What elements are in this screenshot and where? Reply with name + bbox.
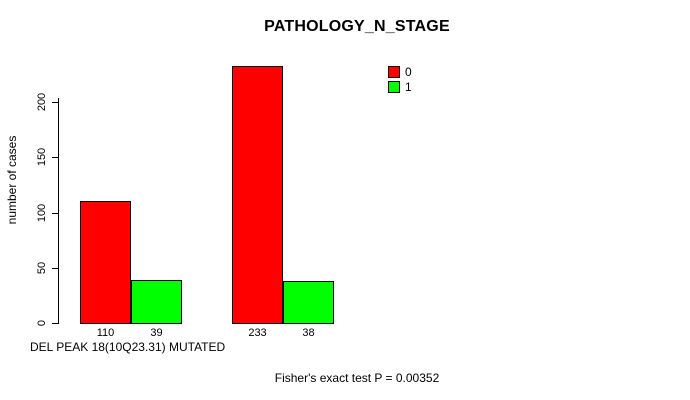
y-axis-tick-label: 100 bbox=[36, 203, 48, 223]
bar-value-label: 110 bbox=[96, 327, 115, 339]
legend-item: 1 bbox=[388, 81, 412, 93]
bar-series-0 bbox=[232, 66, 283, 324]
y-axis-tick-label: 200 bbox=[36, 92, 48, 112]
y-axis-tick bbox=[52, 323, 59, 324]
bar-series-1 bbox=[131, 280, 182, 324]
y-axis-label: number of cases bbox=[5, 135, 19, 225]
y-axis-tick bbox=[52, 102, 59, 103]
y-axis-tick bbox=[52, 213, 59, 214]
bar-series-0 bbox=[80, 201, 131, 324]
legend-label: 0 bbox=[405, 65, 412, 79]
legend: 0 1 bbox=[388, 66, 412, 96]
legend-swatch-red bbox=[388, 66, 400, 78]
chart-title: PATHOLOGY_N_STAGE bbox=[264, 18, 450, 35]
y-axis-tick-label: 50 bbox=[36, 261, 48, 275]
x-axis-label: DEL PEAK 18(10Q23.31) MUTATED bbox=[30, 340, 226, 354]
bar-value-label: 233 bbox=[248, 327, 267, 339]
bar-value-label: 38 bbox=[302, 327, 315, 339]
y-axis-tick-label: 150 bbox=[36, 147, 48, 167]
y-axis-tick bbox=[52, 268, 59, 269]
fisher-test-caption: Fisher's exact test P = 0.00352 bbox=[274, 371, 440, 385]
legend-item: 0 bbox=[388, 66, 412, 78]
y-axis-tick-label: 0 bbox=[36, 319, 48, 327]
legend-swatch-green bbox=[388, 81, 400, 93]
legend-label: 1 bbox=[405, 80, 412, 94]
y-axis-tick bbox=[52, 157, 59, 158]
bar-value-label: 39 bbox=[150, 327, 163, 339]
bar-series-1 bbox=[283, 281, 334, 324]
y-axis-line bbox=[58, 98, 59, 324]
